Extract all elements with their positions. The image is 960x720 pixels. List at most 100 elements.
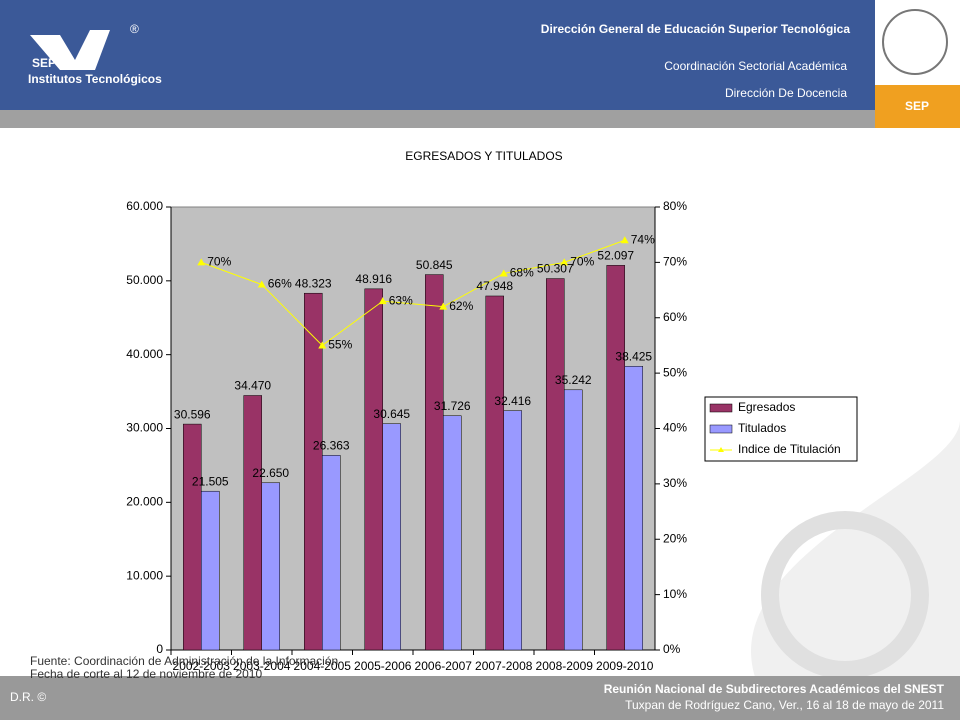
y2-tick-label: 40% bbox=[663, 421, 687, 435]
legend-swatch bbox=[709, 424, 733, 434]
data-label: 50.307 bbox=[537, 262, 574, 276]
data-label: 48.916 bbox=[355, 272, 392, 286]
seal bbox=[882, 9, 948, 75]
data-label: 30.596 bbox=[174, 407, 211, 421]
bar bbox=[485, 295, 504, 651]
data-label: 21.505 bbox=[192, 474, 229, 488]
y2-tick-label: 80% bbox=[663, 199, 687, 213]
data-label: 66% bbox=[268, 277, 292, 291]
bar bbox=[564, 389, 583, 651]
data-label: 22.650 bbox=[252, 466, 289, 480]
bar bbox=[624, 366, 643, 651]
x-tick-label: 2005-2006 bbox=[354, 659, 412, 673]
header-band bbox=[0, 0, 875, 110]
bar bbox=[443, 415, 462, 651]
y2-tick-label: 50% bbox=[663, 365, 687, 379]
data-label: 70% bbox=[570, 255, 594, 269]
y-tick-label: 0 bbox=[156, 642, 163, 656]
legend-swatch bbox=[718, 447, 724, 452]
data-label: 63% bbox=[389, 293, 413, 307]
source-line: Fuente: Coordinación de Administración d… bbox=[30, 654, 338, 668]
right-logo-band bbox=[875, 85, 960, 128]
data-label: 48.323 bbox=[295, 276, 332, 290]
data-label: 32.416 bbox=[494, 394, 531, 408]
marker bbox=[499, 269, 508, 277]
legend-swatch bbox=[709, 403, 733, 413]
x-tick-label: 2006-2007 bbox=[415, 659, 473, 673]
y2-tick-label: 30% bbox=[663, 476, 687, 490]
y-tick-label: 20.000 bbox=[126, 495, 163, 509]
logo-mark bbox=[30, 30, 110, 70]
footer-event: Reunión Nacional de Subdirectores Académ… bbox=[604, 682, 945, 696]
bar bbox=[322, 455, 341, 651]
bar bbox=[382, 423, 401, 651]
data-label: 38.425 bbox=[615, 349, 652, 363]
data-label: 47.948 bbox=[476, 279, 513, 293]
y2-tick-label: 70% bbox=[663, 255, 687, 269]
marker bbox=[257, 280, 266, 288]
data-label: 31.726 bbox=[434, 399, 471, 413]
header-title: Dirección General de Educación Superior … bbox=[541, 22, 851, 36]
data-label: 68% bbox=[510, 266, 534, 280]
legend-label: Titulados bbox=[738, 421, 786, 435]
x-tick-label: 2009-2010 bbox=[596, 659, 654, 673]
bar bbox=[243, 395, 262, 651]
x-tick-label: 2003-2004 bbox=[233, 659, 291, 673]
data-label: 62% bbox=[449, 299, 473, 313]
footer-place: Tuxpan de Rodríguez Cano, Ver., 16 al 18… bbox=[625, 698, 944, 712]
footer-band bbox=[0, 676, 960, 720]
x-tick-label: 2008-2009 bbox=[536, 659, 594, 673]
header-subtitle: Coordinación Sectorial Académica bbox=[664, 59, 847, 73]
logo-text: SEP bbox=[32, 56, 56, 70]
logo-caption: Institutos Tecnológicos bbox=[28, 72, 162, 86]
bar bbox=[503, 410, 522, 651]
bar bbox=[364, 288, 383, 651]
bar bbox=[606, 265, 625, 651]
plot: 0 10.000 20.000 30.000 40.000 50.000 60.000 0% 1… bbox=[126, 199, 858, 673]
y-tick-label: 50.000 bbox=[126, 273, 163, 287]
line bbox=[201, 239, 625, 347]
right-logo-text: SEP bbox=[905, 99, 929, 113]
copyright: D.R. © bbox=[10, 690, 46, 704]
header-stripe bbox=[0, 110, 875, 128]
chart-title: EGRESADOS Y TITULADOS bbox=[405, 149, 562, 163]
decoration bbox=[761, 511, 929, 679]
y-tick-label: 30.000 bbox=[126, 421, 163, 435]
bar bbox=[183, 423, 202, 651]
y2-tick-label: 10% bbox=[663, 587, 687, 601]
data-label: 70% bbox=[207, 255, 231, 269]
data-label: 74% bbox=[631, 232, 655, 246]
marker bbox=[620, 236, 629, 244]
y-tick-label: 10.000 bbox=[126, 568, 163, 582]
data-label: 35.242 bbox=[555, 373, 592, 387]
bar bbox=[546, 278, 565, 651]
data-label: 50.845 bbox=[416, 258, 453, 272]
marker bbox=[197, 258, 206, 266]
data-label: 34.470 bbox=[234, 379, 271, 393]
y-tick-label: 60.000 bbox=[126, 199, 163, 213]
legend-label: Egresados bbox=[738, 400, 795, 414]
legend-label: Indice de Titulación bbox=[738, 442, 841, 456]
y2-tick-label: 60% bbox=[663, 310, 687, 324]
data-label: 55% bbox=[328, 338, 352, 352]
data-label: 52.097 bbox=[597, 249, 634, 263]
x-tick-label: 2002-2003 bbox=[173, 659, 231, 673]
x-tick-label: 2007-2008 bbox=[475, 659, 533, 673]
y2-tick-label: 0% bbox=[663, 642, 681, 656]
x-tick-label: 2004-2005 bbox=[294, 659, 352, 673]
header-department: Dirección De Docencia bbox=[725, 86, 847, 100]
bar bbox=[261, 482, 280, 651]
registered: ® bbox=[130, 22, 139, 36]
marker bbox=[318, 341, 327, 349]
marker bbox=[378, 297, 387, 305]
bar bbox=[201, 490, 220, 651]
y2-tick-label: 20% bbox=[663, 531, 687, 545]
source-line: Fecha de corte al 12 de noviembre de 201… bbox=[30, 667, 262, 681]
y-tick-label: 40.000 bbox=[126, 347, 163, 361]
marker bbox=[439, 302, 448, 310]
bar bbox=[425, 274, 444, 651]
data-label: 26.363 bbox=[313, 439, 350, 453]
marker bbox=[560, 258, 569, 266]
data-label: 30.645 bbox=[373, 407, 410, 421]
